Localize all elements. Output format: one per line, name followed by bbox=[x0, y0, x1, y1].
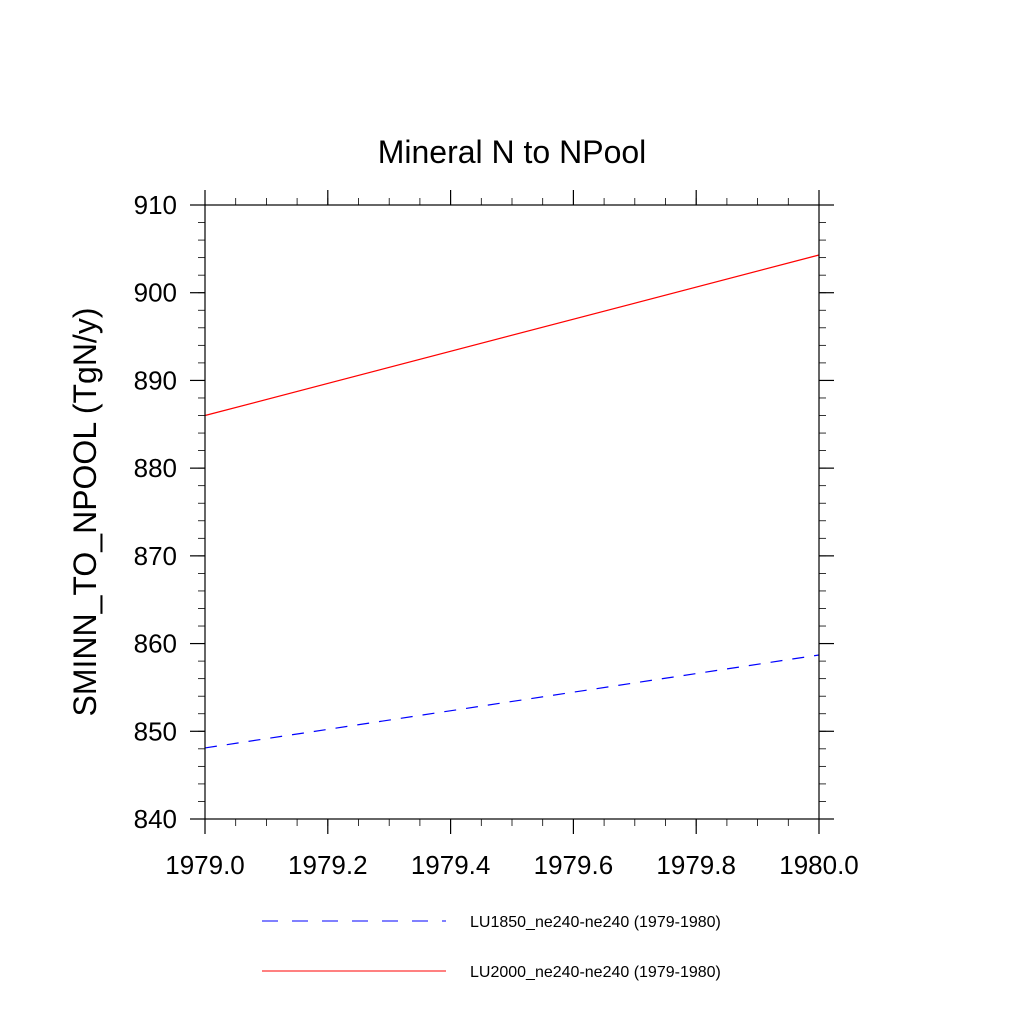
tick-labels: 1979.0 1979.2 1979.4 1979.6 1979.8 1980.0 840 8… bbox=[134, 190, 859, 880]
chart-title: Mineral N to NPool bbox=[378, 134, 647, 170]
y-tick-label: 910 bbox=[134, 190, 177, 220]
y-tick-label: 850 bbox=[134, 716, 177, 746]
series-line-1 bbox=[204, 654, 820, 749]
y-tick-label: 840 bbox=[134, 804, 177, 834]
plot-frame bbox=[204, 204, 820, 820]
x-tick-label: 1980.0 bbox=[779, 850, 859, 880]
x-tick-label: 1979.6 bbox=[534, 850, 614, 880]
x-tick-label: 1979.4 bbox=[411, 850, 491, 880]
y-tick-label: 880 bbox=[134, 453, 177, 483]
legend-label-1: LU1850_ne240-ne240 (1979-1980) bbox=[470, 914, 721, 931]
series-line-2 bbox=[204, 254, 820, 417]
legend-label-2: LU2000_ne240-ne240 (1979-1980) bbox=[470, 964, 721, 981]
y-tick-label: 900 bbox=[134, 278, 177, 308]
tick-marks bbox=[190, 190, 834, 834]
legend: LU1850_ne240-ne240 (1979-1980) LU2000_ne2… bbox=[262, 914, 721, 981]
x-tick-label: 1979.0 bbox=[165, 850, 245, 880]
plot-area bbox=[204, 254, 820, 749]
x-tick-label: 1979.8 bbox=[656, 850, 736, 880]
y-tick-label: 860 bbox=[134, 629, 177, 659]
x-tick-label: 1979.2 bbox=[288, 850, 368, 880]
y-tick-label: 890 bbox=[134, 365, 177, 395]
y-tick-label: 870 bbox=[134, 541, 177, 571]
y-axis-label: SMINN_TO_NPOOL (TgN/y) bbox=[67, 308, 103, 717]
